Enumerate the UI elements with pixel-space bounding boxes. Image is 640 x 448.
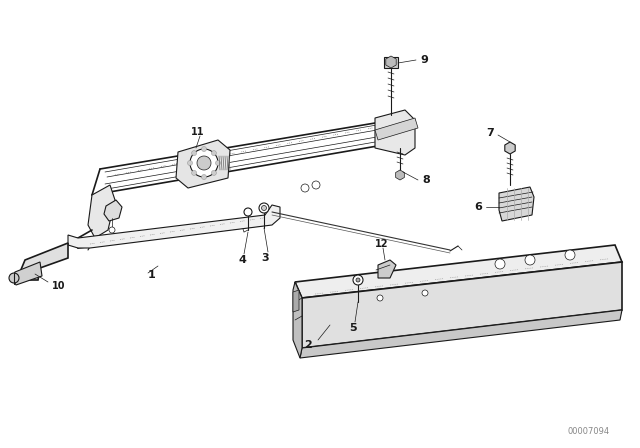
Polygon shape: [300, 310, 622, 358]
Polygon shape: [396, 170, 404, 180]
Circle shape: [9, 273, 19, 283]
Polygon shape: [378, 260, 396, 278]
Circle shape: [197, 156, 211, 170]
Circle shape: [190, 149, 218, 177]
Text: 4: 4: [238, 255, 246, 265]
Circle shape: [259, 203, 269, 213]
Polygon shape: [375, 118, 418, 140]
Circle shape: [353, 275, 363, 285]
Circle shape: [356, 278, 360, 282]
Polygon shape: [386, 56, 396, 68]
Circle shape: [301, 184, 309, 192]
Text: 2: 2: [304, 340, 312, 350]
Polygon shape: [295, 282, 302, 318]
Circle shape: [525, 255, 535, 265]
Circle shape: [422, 290, 428, 296]
Circle shape: [202, 146, 207, 151]
Text: 6: 6: [474, 202, 482, 212]
Circle shape: [188, 160, 193, 165]
Polygon shape: [68, 205, 280, 248]
Circle shape: [244, 208, 252, 216]
Polygon shape: [20, 243, 68, 280]
Text: 3: 3: [261, 253, 269, 263]
Polygon shape: [499, 187, 534, 221]
Circle shape: [377, 295, 383, 301]
Text: 5: 5: [349, 323, 357, 333]
Circle shape: [211, 170, 216, 176]
Polygon shape: [293, 282, 302, 358]
Text: 00007094: 00007094: [568, 427, 610, 436]
Polygon shape: [295, 245, 622, 298]
Polygon shape: [176, 140, 230, 188]
Text: 8: 8: [422, 175, 429, 185]
Polygon shape: [12, 262, 42, 285]
Circle shape: [191, 151, 196, 155]
Circle shape: [202, 175, 207, 180]
Text: 12: 12: [375, 239, 388, 249]
Circle shape: [495, 259, 505, 269]
Polygon shape: [88, 185, 115, 238]
Circle shape: [109, 227, 115, 233]
Text: 11: 11: [191, 127, 205, 137]
Circle shape: [312, 181, 320, 189]
Polygon shape: [293, 290, 299, 312]
Polygon shape: [104, 200, 122, 221]
Text: 10: 10: [52, 281, 65, 291]
Circle shape: [262, 206, 266, 211]
Polygon shape: [505, 142, 515, 154]
Circle shape: [191, 170, 196, 176]
Text: 7: 7: [486, 128, 494, 138]
Circle shape: [565, 250, 575, 260]
Polygon shape: [375, 110, 415, 155]
Polygon shape: [384, 57, 398, 68]
Circle shape: [216, 160, 221, 165]
Text: 1: 1: [148, 270, 156, 280]
Text: 9: 9: [420, 55, 428, 65]
Polygon shape: [302, 262, 622, 348]
Circle shape: [211, 151, 216, 155]
